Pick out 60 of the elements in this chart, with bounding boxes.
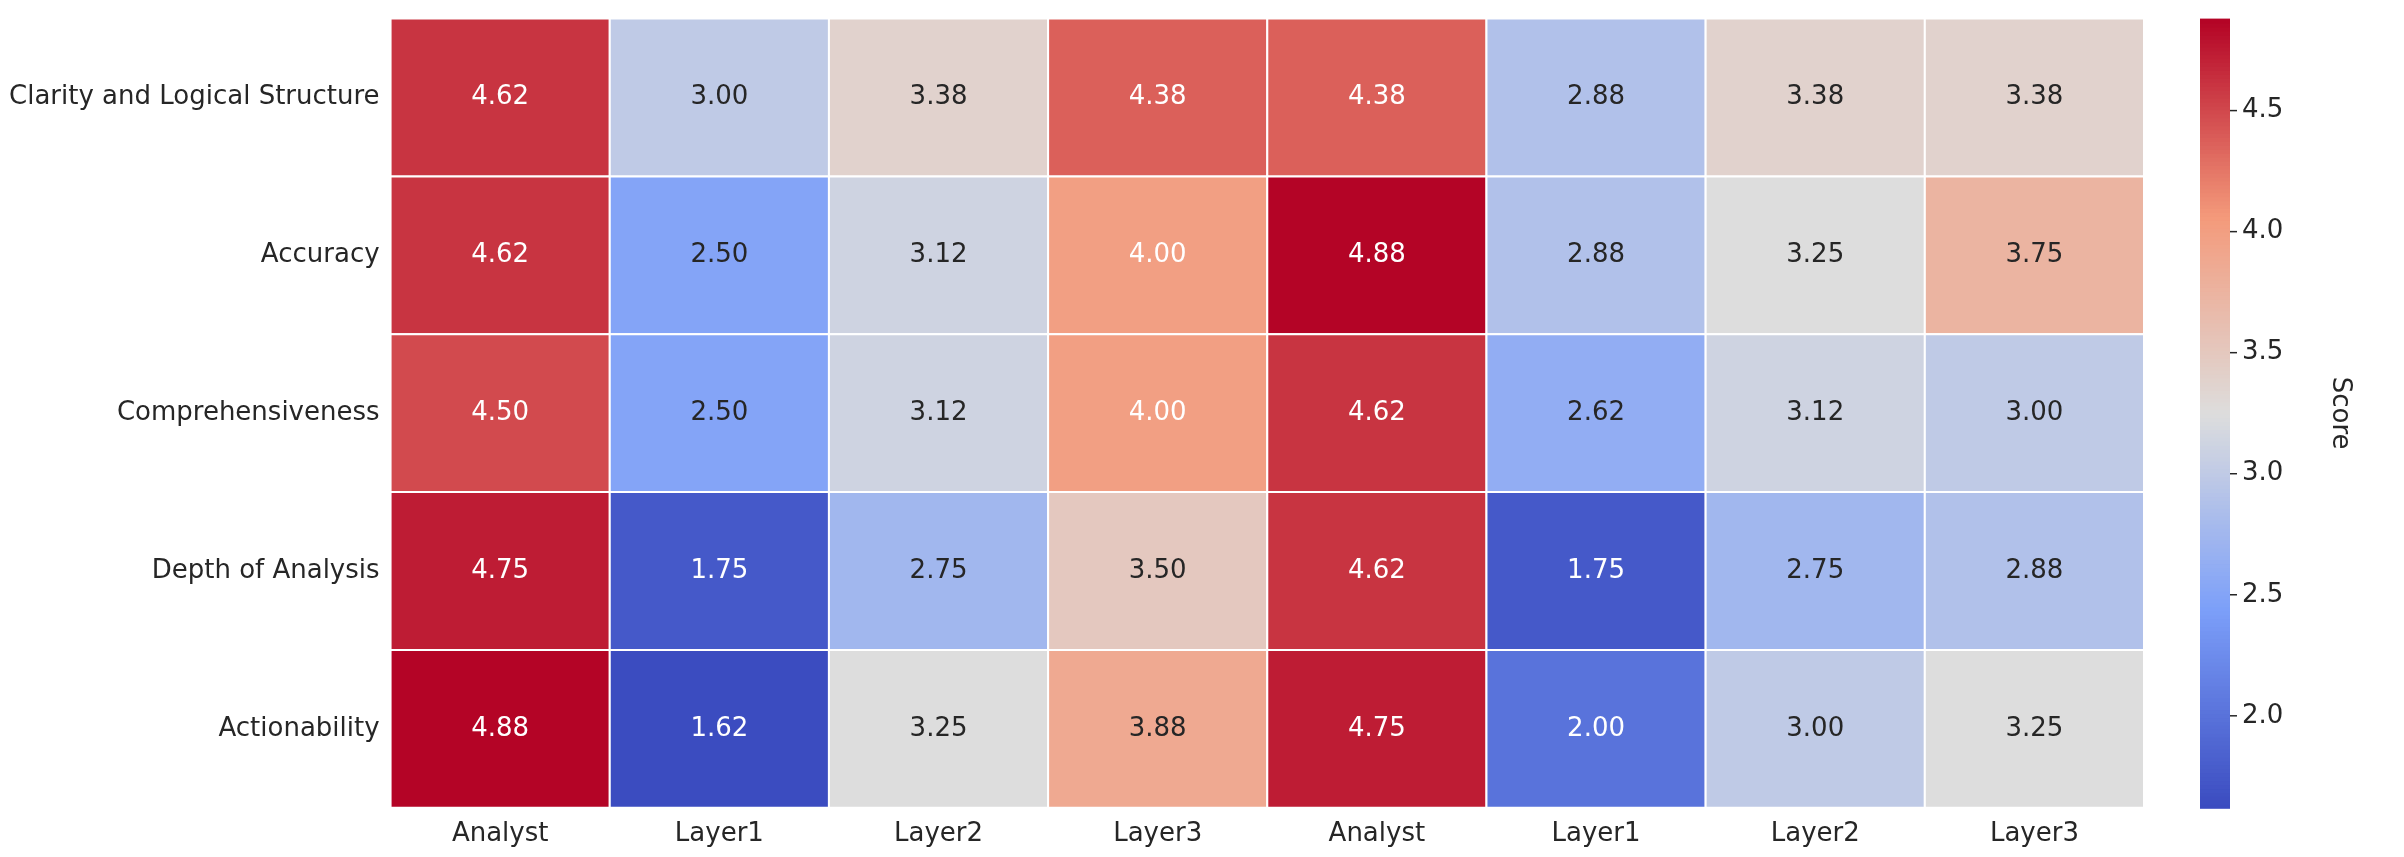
- color-bar-label: 3.0: [2242, 456, 2284, 487]
- data-label: 2.88: [2005, 553, 2064, 584]
- color-bar-label: 4.0: [2242, 214, 2284, 245]
- data-label: 3.38: [1786, 80, 1845, 111]
- data-label: 4.38: [1347, 80, 1406, 111]
- y-tick-label: Comprehensiveness: [116, 395, 380, 426]
- data-label: 4.00: [1128, 238, 1187, 269]
- color-bar-label: 2.0: [2242, 698, 2284, 729]
- data-label: 1.75: [690, 553, 749, 584]
- data-label: 4.62: [471, 80, 530, 111]
- data-label: 3.00: [1786, 711, 1845, 742]
- data-label: 3.25: [909, 711, 968, 742]
- data-label: 1.62: [690, 711, 749, 742]
- y-tick-label: Depth of Analysis: [151, 553, 380, 584]
- x-tick-label: Layer1: [1551, 817, 1641, 848]
- data-label: 4.00: [1128, 395, 1187, 426]
- data-label: 2.62: [1567, 395, 1625, 426]
- data-label: 3.25: [1786, 238, 1845, 269]
- data-label: 4.88: [471, 711, 530, 742]
- data-label: 3.38: [2005, 80, 2064, 111]
- data-label: 4.75: [471, 553, 530, 584]
- x-tick-label: Analyst: [1328, 817, 1426, 848]
- data-label: 3.75: [2005, 238, 2064, 269]
- data-label: 3.25: [2005, 711, 2064, 742]
- data-label: 2.00: [1567, 711, 1625, 742]
- data-label: 2.75: [1786, 553, 1845, 584]
- data-label: 2.88: [1567, 238, 1625, 269]
- x-tick-label: Layer2: [1770, 817, 1860, 848]
- data-label: 2.50: [690, 395, 749, 426]
- color-bar-title: Score: [2327, 376, 2358, 450]
- y-tick-label: Accuracy: [260, 238, 380, 269]
- data-label: 3.38: [909, 80, 968, 111]
- x-tick-label: Layer3: [1989, 817, 2079, 848]
- x-tick-label: Layer3: [1113, 817, 1203, 848]
- data-label: 3.00: [690, 80, 749, 111]
- y-tick-label: Clarity and Logical Structure: [9, 80, 380, 111]
- x-tick-label: Analyst: [451, 817, 549, 848]
- y-tick-label: Actionability: [218, 711, 380, 742]
- color-bar-label: 2.5: [2242, 577, 2284, 608]
- color-bar-label: 4.5: [2242, 93, 2284, 124]
- data-label: 2.88: [1567, 80, 1625, 111]
- data-label: 3.00: [2005, 395, 2064, 426]
- data-label: 3.50: [1128, 553, 1187, 584]
- data-label: 4.88: [1347, 238, 1406, 269]
- data-label: 2.75: [909, 553, 968, 584]
- data-label: 2.50: [690, 238, 749, 269]
- data-label: 4.62: [1347, 395, 1406, 426]
- data-label: 4.75: [1347, 711, 1406, 742]
- data-label: 4.50: [471, 395, 530, 426]
- data-label: 4.38: [1128, 80, 1187, 111]
- color-bar-label: 3.5: [2242, 335, 2284, 366]
- data-label: 3.12: [909, 238, 968, 269]
- data-label: 3.12: [1786, 395, 1845, 426]
- data-label: 4.62: [471, 238, 530, 269]
- x-tick-label: Layer1: [674, 817, 764, 848]
- data-label: 1.75: [1567, 553, 1625, 584]
- data-label: 4.62: [1347, 553, 1406, 584]
- data-label: 3.12: [909, 395, 968, 426]
- x-tick-label: Layer2: [894, 817, 984, 848]
- data-label: 3.88: [1128, 711, 1187, 742]
